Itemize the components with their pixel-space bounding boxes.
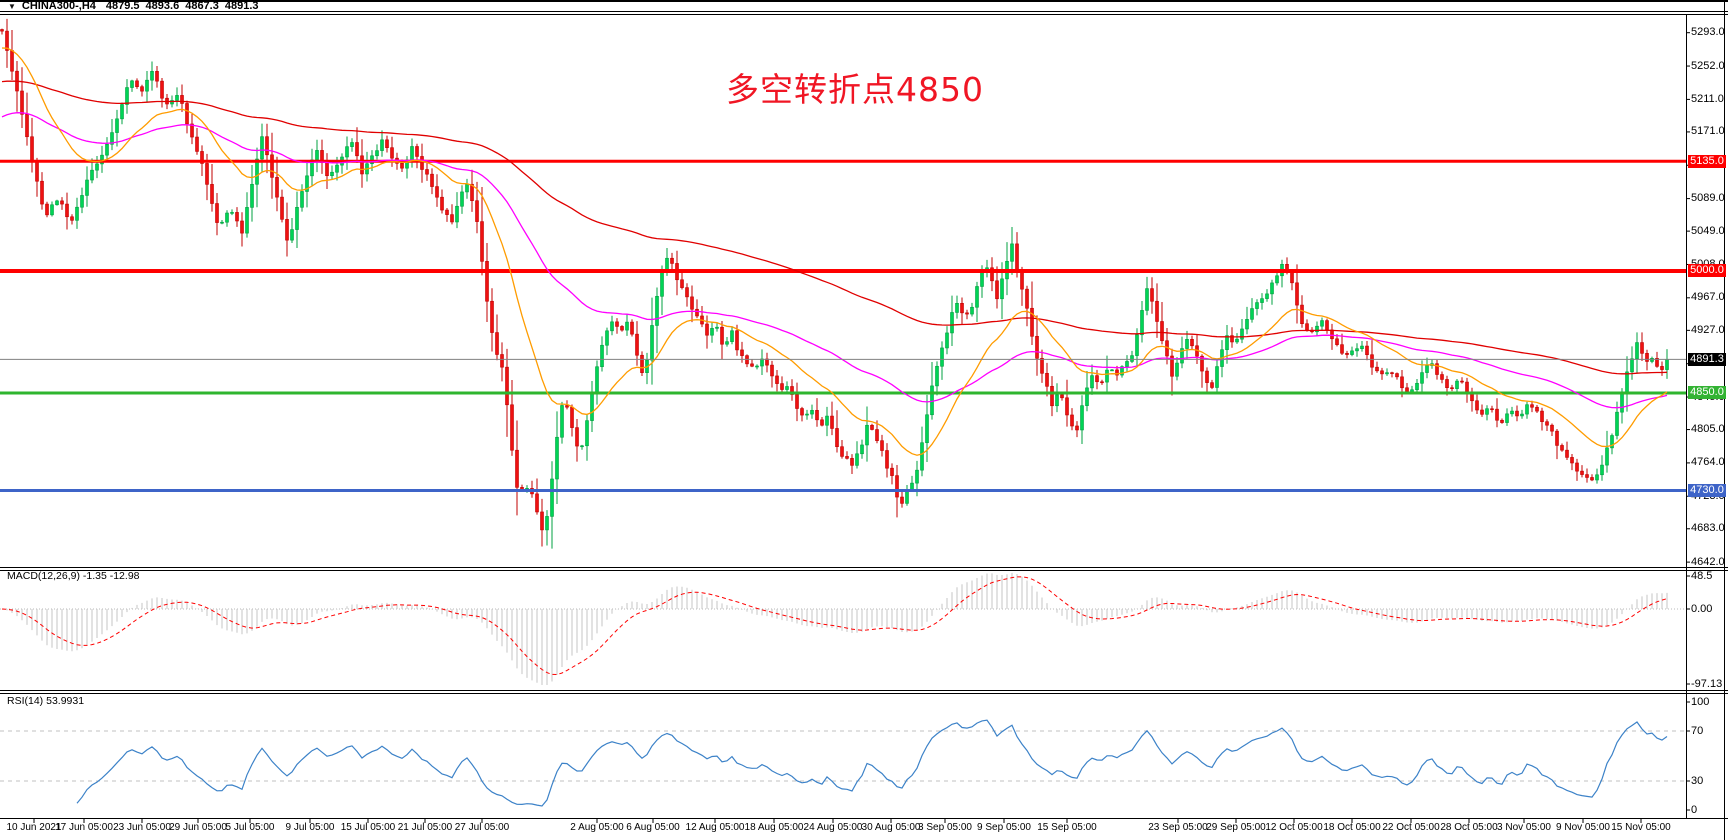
- support-resistance-lines[interactable]: [0, 159, 1686, 493]
- rsi-line: [76, 719, 1668, 807]
- macd-signal-line: [1, 576, 1668, 676]
- macd-panel: [0, 572, 1686, 686]
- ma-medium: [1, 112, 1668, 409]
- moving-average-lines: [1, 47, 1668, 456]
- ma-fast: [1, 47, 1668, 456]
- rsi-panel: [0, 719, 1686, 807]
- ma-slow: [1, 80, 1668, 375]
- candlesticks: [0, 18, 1669, 549]
